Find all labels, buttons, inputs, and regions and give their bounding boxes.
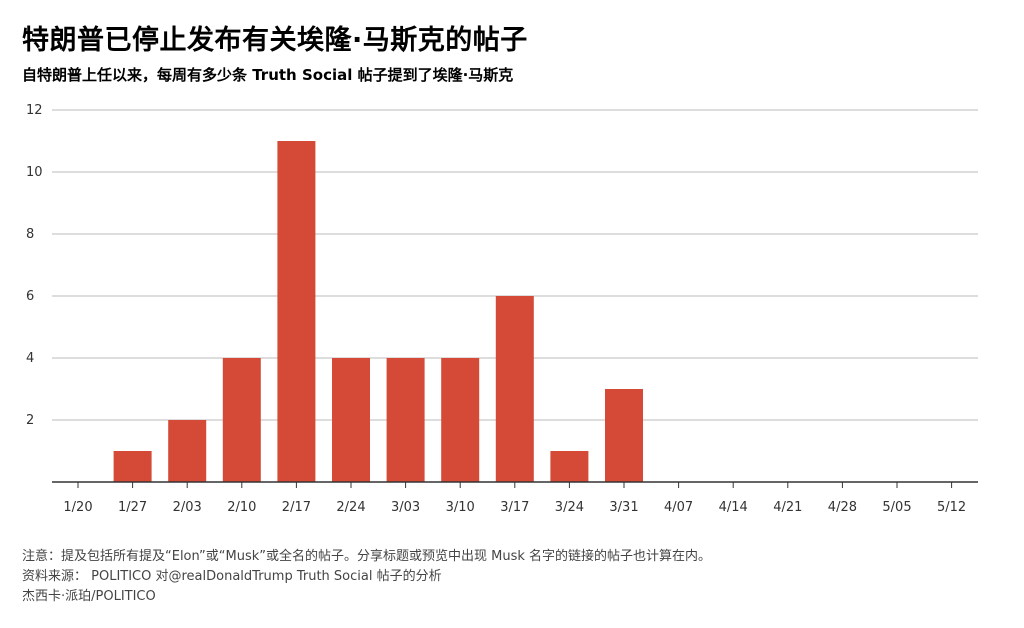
- x-tick-label: 2/24: [336, 500, 365, 515]
- x-tick-label: 3/31: [609, 500, 638, 515]
- x-tick-label: 2/10: [227, 500, 256, 515]
- bar-3-10: [441, 358, 480, 482]
- y-tick-label: 2: [26, 413, 34, 428]
- bar-3-17: [495, 296, 534, 482]
- bar-2-03: [168, 420, 207, 482]
- y-tick-label: 4: [26, 351, 34, 366]
- x-tick-label: 4/14: [719, 500, 748, 515]
- bars: [113, 141, 643, 482]
- x-tick-label: 4/21: [773, 500, 802, 515]
- axes: 2 4 6 8 10 12 1/20 1/27 2/03 2/10 2/17 2/24 3/03 3/10…: [26, 103, 978, 515]
- x-tick-label: 1/27: [118, 500, 147, 515]
- chart-subtitle: 自特朗普上任以来，每周有多少条 Truth Social 帖子提到了埃隆·马斯克: [22, 66, 514, 84]
- y-tick-label: 12: [26, 103, 43, 118]
- chart-title: 特朗普已停止发布有关埃隆·马斯克的帖子: [22, 25, 528, 56]
- x-tick-label: 3/03: [391, 500, 420, 515]
- x-tick-label: 4/07: [664, 500, 693, 515]
- x-tick-label: 3/24: [555, 500, 584, 515]
- bar-2-17: [277, 141, 316, 482]
- chart-footer: 注意：提及包括所有提及“Elon”或“Musk”或全名的帖子。分享标题或预览中出…: [22, 547, 711, 607]
- x-tick-label: 3/17: [500, 500, 529, 515]
- footnote: 注意：提及包括所有提及“Elon”或“Musk”或全名的帖子。分享标题或预览中出…: [22, 549, 712, 564]
- bar-3-24: [550, 451, 589, 482]
- source-note: 资料来源： POLITICO 对@realDonaldTrump Truth S…: [22, 569, 442, 584]
- x-tick-label: 5/12: [937, 500, 966, 515]
- bar-2-24: [332, 358, 370, 482]
- x-tick-label: 1/20: [63, 500, 92, 515]
- bar-3-03: [386, 358, 425, 482]
- x-tick-label: 5/05: [882, 500, 911, 515]
- x-tick-label: 3/10: [446, 500, 475, 515]
- y-tick-label: 8: [26, 227, 34, 242]
- y-tick-label: 6: [26, 289, 34, 304]
- credit-note: 杰西卡·派珀/POLITICO: [22, 589, 156, 604]
- bar-3-31: [605, 389, 643, 482]
- x-tick-label: 2/03: [173, 500, 202, 515]
- x-tick-label: 4/28: [828, 500, 857, 515]
- x-tick-label: 2/17: [282, 500, 311, 515]
- bar-1-27: [113, 451, 152, 482]
- bar-2-10: [222, 358, 261, 482]
- y-tick-label: 10: [26, 165, 43, 180]
